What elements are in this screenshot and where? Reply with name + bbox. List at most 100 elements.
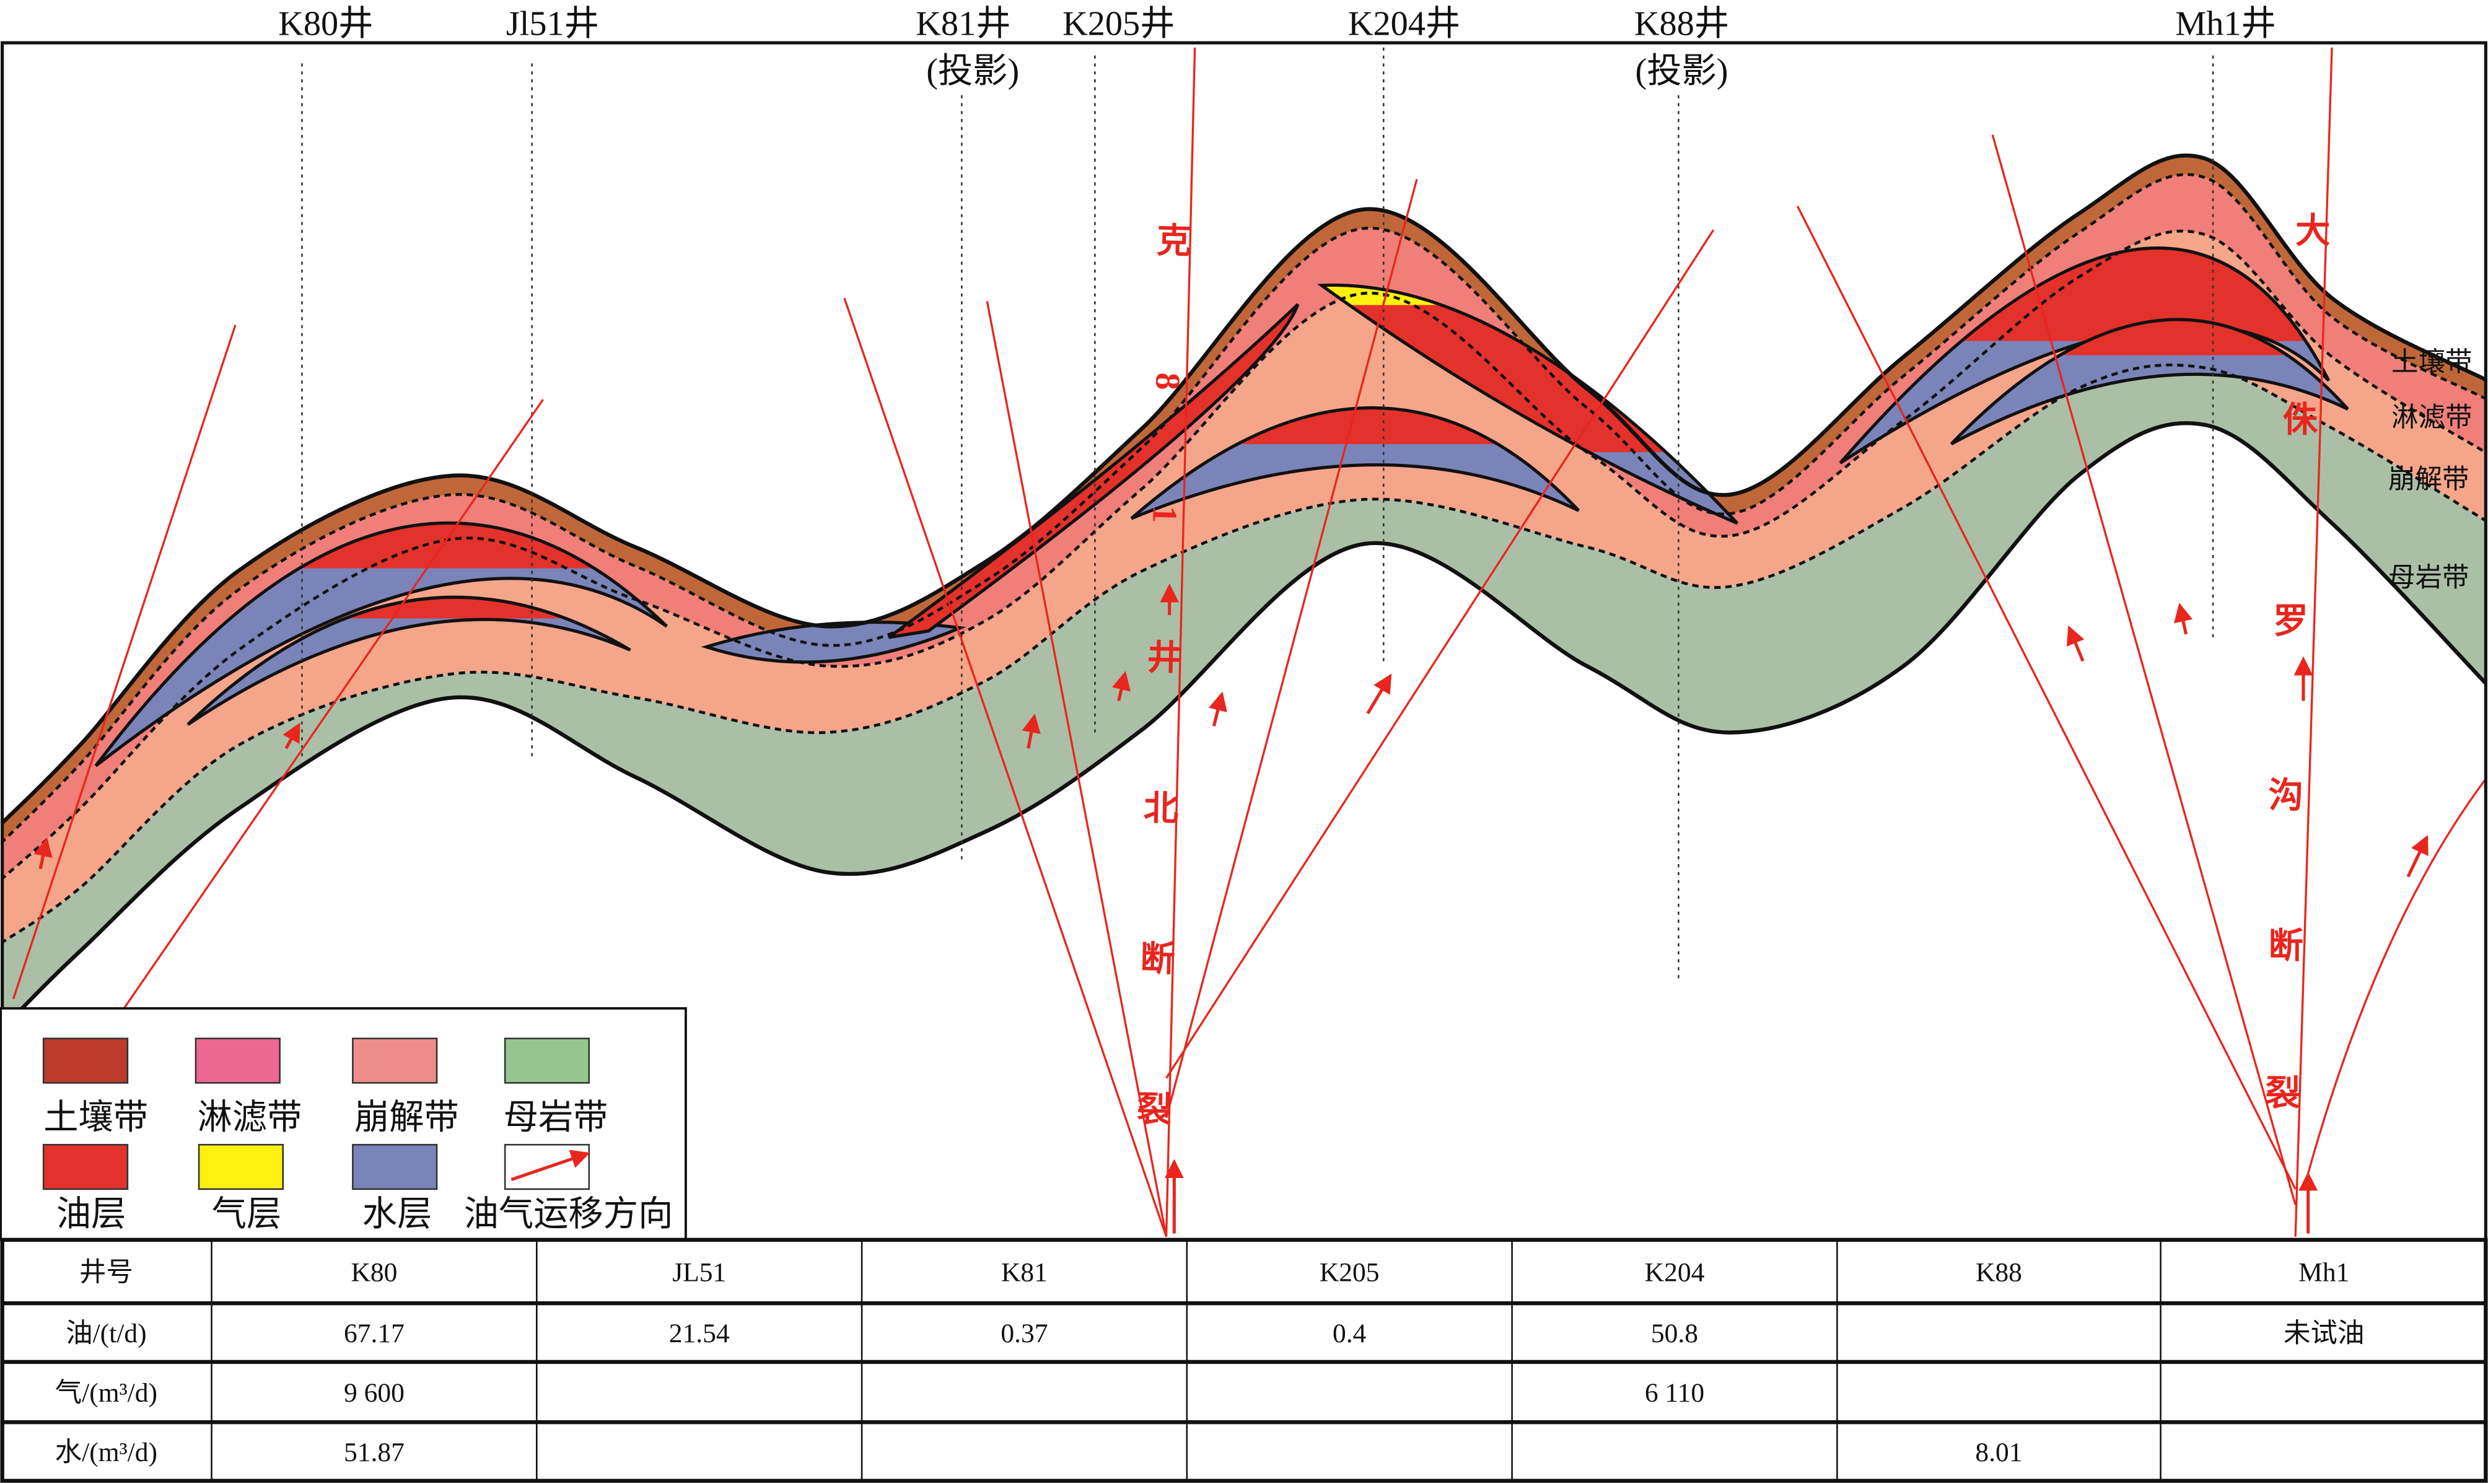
well-labels: K80井 Jl51井 K81井 (投影) K205井 K204井 K88井 (投… (278, 4, 2276, 90)
table-header-cell: Mh1 (2298, 1257, 2349, 1287)
fault-line (2307, 776, 2487, 1174)
ground-surface-line (1, 153, 2487, 826)
table-header-cell: K81 (1001, 1257, 1048, 1287)
fault-line-k81-north (1165, 47, 1196, 1237)
zone-label-soil: 土壤带 (2391, 347, 2473, 377)
legend-label: 母岩带 (504, 1099, 608, 1137)
legend-swatch (352, 1143, 438, 1190)
oil-water-lens-k80-lower (186, 595, 631, 726)
fault-line (12, 325, 237, 1000)
fault-char: 沟 (2269, 776, 2303, 815)
table-header-cell: K205 (1320, 1257, 1380, 1287)
reservoir-lenses (94, 247, 2349, 767)
legend-label: 油气运移方向 (464, 1195, 673, 1234)
legend-swatch (42, 1037, 129, 1084)
well-label-k205: K205井 (1062, 4, 1175, 43)
legend-swatch (195, 1037, 281, 1084)
well-label-mh1: Mh1井 (2175, 4, 2276, 43)
legend-label: 崩解带 (354, 1099, 459, 1137)
well-label-k204: K204井 (1348, 4, 1460, 43)
table-header-cell: 井号 (79, 1257, 133, 1287)
soil-zone (1, 155, 2487, 844)
table-cell: 50.8 (1651, 1319, 1698, 1348)
fault-lines (12, 47, 2487, 1237)
table-cell: 51.87 (344, 1438, 405, 1467)
table-header-cell: K204 (1645, 1257, 1705, 1287)
fault-char: 侏 (2283, 400, 2318, 439)
legend-label: 气层 (212, 1195, 282, 1234)
table-cell: 8.01 (1975, 1438, 2022, 1467)
oil-water-lens-mh1-lower (1950, 318, 2349, 446)
legend-label: 淋滤带 (198, 1099, 302, 1137)
table-cell: 9 600 (344, 1378, 405, 1408)
legend-label: 油层 (56, 1195, 126, 1234)
leaching-base-line (1, 229, 2487, 881)
migration-arrow (1112, 671, 1131, 702)
well-note-k81: (投影) (926, 52, 1019, 90)
zone-label-leaching: 淋滤带 (2391, 403, 2473, 433)
zone-labels: 土壤带 淋滤带 崩解带 母岩带 (2388, 347, 2473, 593)
migration-arrows (33, 583, 2429, 1234)
well-lines (301, 47, 2214, 984)
well-note-k88: (投影) (1635, 52, 1728, 90)
table-header-cell: K88 (1976, 1257, 2022, 1287)
table-cell: 0.37 (1001, 1319, 1048, 1348)
legend-item: 淋滤带 (195, 1037, 302, 1137)
well-label-k81: K81井 (916, 4, 1010, 43)
legend-item: 油气运移方向 (464, 1143, 673, 1234)
fault-char: 裂 (2266, 1075, 2300, 1113)
legend-swatch (504, 1037, 590, 1084)
migration-arrow-icon (510, 1150, 590, 1181)
bedrock-zone (1, 365, 2487, 1031)
fault-char: 大 (2295, 212, 2330, 251)
legend-label: 水层 (362, 1195, 432, 1234)
oil-gas-lens-k80-upper (94, 521, 668, 767)
table-row-label: 油/(t/d) (66, 1319, 146, 1348)
oil-gas-lens-mh1-upper (1839, 247, 2331, 465)
soil-base-line (1, 173, 2487, 845)
fault-name-right: 大 侏 罗 沟 断 裂 (2266, 212, 2331, 1114)
fault-line (1165, 178, 1418, 1119)
table-cell: 21.54 (669, 1319, 730, 1348)
zone-boundaries (1, 153, 2487, 1032)
fault-line (1991, 134, 2297, 1205)
legend-item: 母岩带 (504, 1037, 608, 1137)
migration-arrow (1022, 714, 1041, 749)
zone-label-collapse: 崩解带 (2388, 465, 2469, 494)
zone-label-bedrock: 母岩带 (2388, 563, 2469, 593)
table-cell: 0.4 (1333, 1319, 1367, 1348)
fault-line-dazhuluogou (2294, 47, 2333, 1237)
legend-swatch (352, 1037, 438, 1084)
migration-arrow (1366, 673, 1392, 715)
table-header-cell: JL51 (672, 1257, 726, 1287)
legend-item: 崩解带 (352, 1037, 459, 1137)
migration-arrow (1208, 691, 1227, 727)
fault-char: 罗 (2273, 602, 2308, 640)
well-label-k80: K80井 (278, 4, 373, 43)
legend-item: 油层 (42, 1143, 129, 1234)
oil-gas-lens-k204-lower (1130, 406, 1580, 520)
table-cell: 67.17 (344, 1319, 405, 1348)
migration-arrow (2066, 625, 2085, 662)
migration-arrow (2174, 603, 2193, 635)
migration-arrow (283, 722, 300, 749)
table-row-label: 气/(m³/d) (55, 1378, 157, 1408)
bedrock-base-line (1, 421, 2487, 1032)
legend-item: 水层 (352, 1143, 438, 1234)
well-label-jl51: Jl51井 (506, 4, 599, 43)
legend-label: 土壤带 (43, 1099, 148, 1137)
fault-line (118, 399, 544, 1016)
legend-item: 气层 (198, 1143, 284, 1234)
table-cell: 6 110 (1645, 1378, 1704, 1408)
fault-char: 断 (2269, 927, 2303, 966)
legend-swatch (42, 1143, 129, 1190)
fault-line (1796, 206, 2297, 1190)
table-header-cell: K80 (351, 1257, 397, 1287)
well-label-k88: K88井 (1634, 4, 1729, 43)
table-row-label: 水/(m³/d) (55, 1438, 157, 1467)
oil-water-lens-k204-upper (1316, 283, 1738, 525)
table-cell: 未试油 (2284, 1319, 2365, 1348)
